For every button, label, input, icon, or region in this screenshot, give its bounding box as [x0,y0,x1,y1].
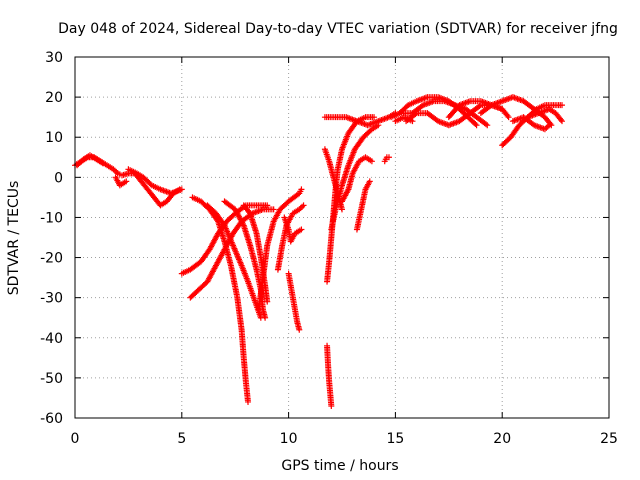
y-tick-label: 20 [45,90,63,106]
x-tick-label: 0 [71,431,80,447]
data-point [339,206,345,213]
x-tick-label: 15 [386,431,404,447]
y-tick-label: -10 [40,210,63,226]
y-tick-label: -40 [40,331,63,347]
data-point [409,118,416,125]
y-axis-title: SDTVAR / TECUs [6,181,22,296]
data-point [504,112,511,119]
data-point [264,298,271,305]
data-point [298,186,305,193]
data-point [559,118,566,125]
data-point [298,226,305,233]
data-point [476,103,483,110]
data-point [371,114,378,121]
data-point [505,114,512,121]
x-axis-title: GPS time / hours [281,458,398,474]
data-point [366,178,373,185]
plot-frame [74,56,610,419]
data-point [557,116,564,123]
x-tick-label: 10 [280,431,298,447]
data-point [294,191,301,198]
y-tick-label: 10 [45,130,63,146]
data-point [412,111,419,118]
data-point [482,121,489,128]
data-point [559,102,566,109]
x-tick-label: 20 [493,431,511,447]
y-tick-label: 30 [45,50,63,66]
data-point [368,158,375,165]
data-point [499,106,506,113]
data-points [72,94,566,409]
data-point [300,202,307,209]
grid-lines [75,57,609,418]
data-point [546,122,553,129]
data-point [473,122,480,129]
x-tick-label: 5 [177,431,186,447]
data-point [123,178,130,185]
y-tick-label: -30 [40,291,63,307]
data-point [296,326,303,333]
data-point [385,154,392,161]
data-point [245,398,252,405]
y-tick-label: -50 [40,371,63,387]
chart-title: Day 048 of 2024, Sidereal Day-to-day VTE… [58,21,618,37]
data-point [264,202,271,209]
y-tick-label: 0 [54,170,63,186]
y-tick-label: -60 [40,411,63,427]
data-point [262,314,269,321]
data-point [484,122,491,129]
data-point [472,121,479,128]
data-point [270,206,277,213]
axis-ticks [74,56,610,419]
y-tick-labels: -60 -50 -40 -30 -20 -10 0 10 20 30 [40,50,63,427]
data-point [178,186,185,193]
data-point [328,402,335,409]
data-point [99,160,106,167]
x-tick-label: 25 [600,431,618,447]
y-tick-label: -20 [40,251,63,267]
x-tick-labels: 0 5 10 15 20 25 [71,431,618,447]
